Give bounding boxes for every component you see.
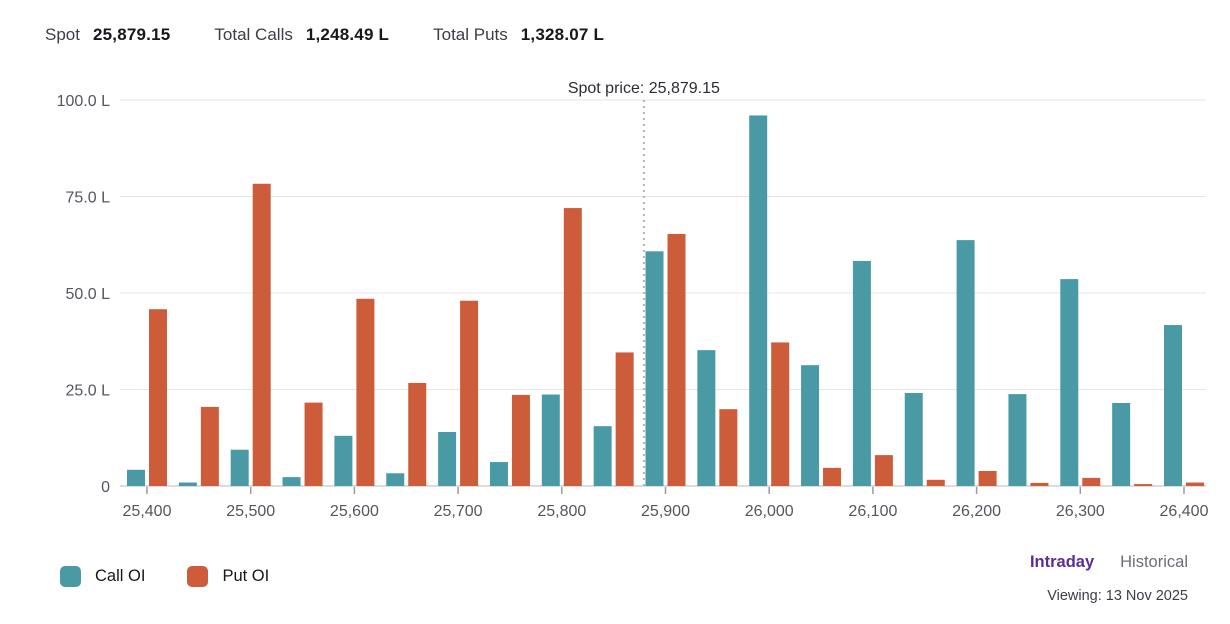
call-oi-bar[interactable] [541,394,560,486]
x-axis-tick-label: 26,000 [745,503,794,520]
call-oi-bar[interactable] [1008,394,1027,486]
x-axis-tick-label: 25,700 [434,503,483,520]
put-oi-bar[interactable] [771,342,790,486]
put-oi-bar[interactable] [200,406,219,486]
spot-value: 25,879.15 [92,25,171,44]
put-oi-bar[interactable] [667,233,686,486]
call-oi-swatch-icon [60,566,81,587]
call-oi-bar[interactable] [127,469,145,486]
total-calls-stat: Total Calls 1,248.49 L [214,25,389,45]
x-axis-tick-label: 25,600 [330,503,379,520]
x-axis-tick-label: 26,400 [1160,503,1209,520]
total-puts-value: 1,328.07 L [520,25,605,44]
x-axis-tick-label: 25,900 [641,503,690,520]
total-calls-value: 1,248.49 L [305,25,390,44]
spot-stat: Spot 25,879.15 [45,25,170,45]
legend-item-call-oi: Call OI [60,566,145,587]
call-oi-bar[interactable] [1164,325,1182,486]
put-oi-bar[interactable] [356,298,375,486]
y-axis-tick-label: 0 [101,479,110,496]
x-axis-tick-label: 26,200 [952,503,1001,520]
call-oi-bar[interactable] [697,350,716,486]
historical-tab[interactable]: Historical [1120,553,1188,571]
x-axis-tick-label: 26,300 [1056,503,1105,520]
put-oi-legend-label: Put OI [222,567,270,585]
put-oi-bar[interactable] [874,455,893,486]
spot-price-label: Spot price: 25,879.15 [568,80,720,97]
put-oi-bar[interactable] [1082,477,1101,486]
call-oi-legend-label: Call OI [95,567,146,585]
put-oi-bar[interactable] [719,409,738,486]
x-axis-tick-label: 25,500 [226,503,275,520]
y-axis-tick-label: 100.0 L [57,93,110,110]
put-oi-bar[interactable] [408,382,427,486]
x-axis-tick-label: 26,100 [848,503,897,520]
put-oi-bar[interactable] [1030,482,1049,486]
put-oi-bar[interactable] [252,183,271,486]
put-oi-bar[interactable] [511,394,530,486]
call-oi-bar[interactable] [230,449,249,486]
y-axis-tick-label: 50.0 L [66,286,111,303]
call-oi-bar[interactable] [904,392,923,486]
total-puts-label: Total Puts [433,25,508,44]
put-oi-bar[interactable] [823,467,842,486]
call-oi-bar[interactable] [852,260,871,486]
call-oi-bar[interactable] [749,115,768,486]
chart-legend: Call OI Put OI [60,566,269,587]
put-oi-bar[interactable] [1134,484,1153,486]
put-oi-bar[interactable] [460,300,479,486]
put-oi-bar[interactable] [615,352,634,486]
stats-bar: Spot 25,879.15 Total Calls 1,248.49 L To… [45,25,604,45]
y-axis-tick-label: 75.0 L [66,190,111,207]
call-oi-bar[interactable] [334,435,353,486]
total-puts-stat: Total Puts 1,328.07 L [433,25,604,45]
put-oi-bar[interactable] [926,479,945,486]
put-oi-bar[interactable] [149,309,167,486]
call-oi-bar[interactable] [593,426,612,486]
intraday-tab[interactable]: Intraday [1029,553,1095,571]
put-oi-bar[interactable] [978,470,997,486]
put-oi-bar[interactable] [563,208,582,486]
put-oi-bar[interactable] [1186,482,1204,486]
call-oi-bar[interactable] [801,365,820,486]
oi-bar-chart: 0 25.0 L 50.0 L 75.0 L 100.0 L 25,400 25,500 25… [0,78,1230,530]
total-calls-label: Total Calls [214,25,293,44]
call-oi-bar[interactable] [645,251,664,486]
call-oi-bar[interactable] [956,240,975,486]
put-oi-swatch-icon [187,566,209,587]
call-oi-bar[interactable] [1112,403,1131,486]
spot-label: Spot [45,25,80,44]
call-oi-bar[interactable] [438,431,457,486]
y-axis-tick-label: 25.0 L [66,383,111,400]
legend-item-put-oi: Put OI [187,566,269,587]
range-toggle: Intraday Historical [1030,553,1188,572]
call-oi-bar[interactable] [386,473,405,486]
oi-bar-chart-svg: 0 25.0 L 50.0 L 75.0 L 100.0 L 25,400 25,500 25… [57,80,1209,520]
viewing-date: Viewing: 13 Nov 2025 [1047,588,1188,604]
x-axis-tick-label: 25,800 [537,503,586,520]
call-oi-bar[interactable] [489,462,508,486]
put-oi-bar[interactable] [304,402,323,486]
call-oi-bar[interactable] [1060,279,1079,486]
x-axis-tick-label: 25,400 [123,503,172,520]
call-oi-bar[interactable] [282,477,301,486]
call-oi-bar[interactable] [178,482,197,486]
